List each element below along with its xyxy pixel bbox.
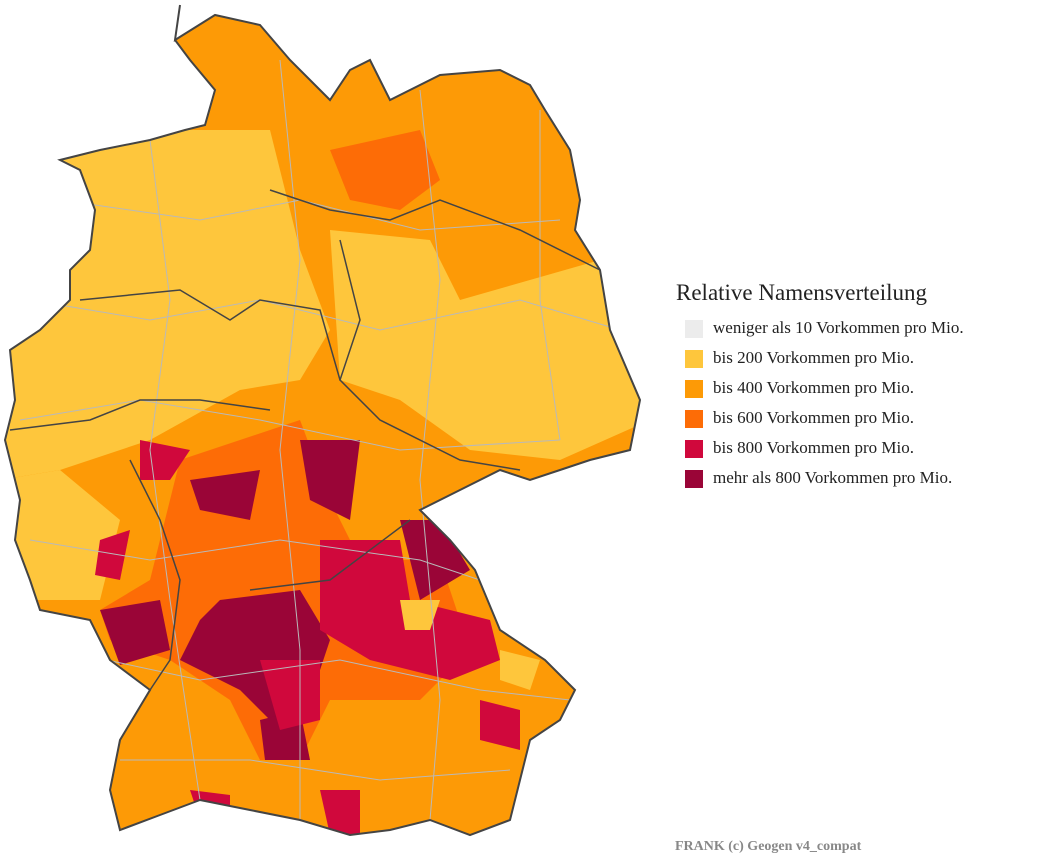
- map-regions: [5, 5, 640, 835]
- legend-swatch: [685, 410, 703, 428]
- legend-swatch: [685, 350, 703, 368]
- credit: FRANK (c) Geogen v4_compat: [675, 839, 862, 854]
- legend-swatch: [685, 440, 703, 458]
- legend-swatch: [685, 380, 703, 398]
- legend-label: bis 800 Vorkommen pro Mio.: [713, 438, 914, 457]
- legend-label: bis 400 Vorkommen pro Mio.: [713, 378, 914, 397]
- legend-label: bis 200 Vorkommen pro Mio.: [713, 348, 914, 367]
- legend-label: weniger als 10 Vorkommen pro Mio.: [713, 318, 964, 337]
- legend-swatch: [685, 320, 703, 338]
- legend: weniger als 10 Vorkommen pro Mio. bis 200…: [685, 318, 964, 488]
- legend-label: mehr als 800 Vorkommen pro Mio.: [713, 468, 952, 487]
- legend-title: Relative Namensverteilung: [676, 280, 928, 305]
- legend-label: bis 600 Vorkommen pro Mio.: [713, 408, 914, 427]
- legend-swatch: [685, 470, 703, 488]
